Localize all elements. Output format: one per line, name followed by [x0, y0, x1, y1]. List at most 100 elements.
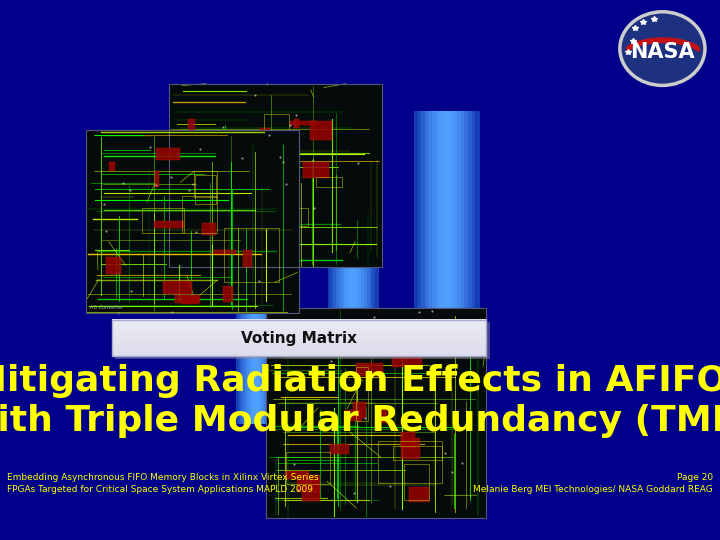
Bar [336, 165, 340, 424]
Bar [461, 111, 465, 424]
Text: Mitigating Radiation Effects in AFIFOs: Mitigating Radiation Effects in AFIFOs [0, 364, 720, 397]
Bar [286, 453, 330, 484]
Bar [243, 251, 252, 267]
Bar [339, 165, 342, 424]
Bar [354, 402, 366, 418]
Bar [302, 480, 320, 501]
Text: AD Converter: AD Converter [90, 305, 123, 310]
Bar [223, 286, 233, 302]
Bar [112, 346, 486, 348]
Bar [169, 84, 382, 267]
Bar [294, 119, 300, 128]
Bar [297, 475, 320, 492]
Bar [268, 208, 307, 226]
Bar [269, 219, 271, 424]
Bar [112, 319, 486, 321]
Bar [112, 340, 486, 342]
Bar [112, 339, 486, 341]
Bar [109, 162, 115, 171]
Bar [356, 363, 383, 376]
Bar [472, 111, 476, 424]
Bar [345, 410, 361, 421]
Bar [265, 179, 293, 204]
Bar [245, 219, 248, 424]
Bar [414, 111, 418, 424]
Bar [350, 165, 354, 424]
Bar [112, 348, 486, 350]
Bar [107, 257, 121, 274]
Bar [233, 220, 245, 238]
Bar [454, 111, 458, 424]
Bar [443, 111, 447, 424]
Text: with Triple Modular Redundancy (TMR): with Triple Modular Redundancy (TMR) [0, 404, 720, 438]
Bar [450, 111, 454, 424]
Bar [240, 219, 243, 424]
Bar [156, 148, 180, 160]
Bar [238, 219, 241, 424]
Bar [112, 327, 486, 328]
Bar [439, 111, 444, 424]
Bar [401, 433, 415, 448]
Bar [112, 352, 486, 354]
Bar [418, 111, 422, 424]
Bar [425, 111, 429, 424]
Bar [112, 329, 486, 330]
Circle shape [621, 12, 704, 85]
Bar [359, 165, 362, 424]
Bar [175, 295, 200, 303]
Bar [112, 355, 486, 356]
Bar [310, 122, 332, 139]
Bar [112, 335, 486, 337]
Bar [347, 165, 351, 424]
Bar [421, 111, 426, 424]
Bar [375, 165, 379, 424]
Bar [401, 438, 420, 459]
Bar [270, 161, 278, 174]
Circle shape [620, 12, 705, 85]
Bar [112, 334, 486, 335]
Bar [271, 219, 274, 424]
Bar [112, 351, 486, 353]
Bar [112, 330, 486, 332]
Bar [262, 219, 265, 424]
Bar [255, 260, 270, 267]
Bar [112, 343, 486, 346]
Bar [353, 165, 356, 424]
Bar [112, 347, 486, 349]
Bar [378, 441, 442, 483]
Bar [285, 471, 309, 480]
Bar [266, 308, 486, 518]
Bar [251, 219, 254, 424]
Bar [264, 114, 289, 150]
Bar [410, 487, 429, 502]
Bar [366, 165, 370, 424]
Bar [361, 165, 365, 424]
Bar [266, 219, 269, 424]
Bar [344, 165, 348, 424]
Bar [142, 208, 184, 233]
Bar [261, 127, 270, 144]
Bar [475, 111, 480, 424]
Bar [181, 296, 197, 304]
Text: Voting Matrix: Voting Matrix [240, 330, 357, 346]
Bar [436, 111, 440, 424]
Bar [333, 165, 337, 424]
Bar [112, 320, 486, 322]
Bar [356, 367, 368, 421]
Bar [264, 219, 267, 424]
Bar [468, 111, 472, 424]
Bar [356, 165, 359, 424]
Bar [316, 177, 342, 187]
Text: Embedding Asynchronous FIFO Memory Blocks in Xilinx Virtex Series
FPGAs Targeted: Embedding Asynchronous FIFO Memory Block… [7, 473, 319, 494]
Bar [256, 219, 258, 424]
Bar [112, 328, 486, 329]
Bar [112, 353, 486, 355]
Bar [86, 130, 299, 313]
Bar [372, 165, 376, 424]
Bar [464, 111, 469, 424]
Bar [247, 219, 250, 424]
Bar [266, 308, 486, 518]
Text: Page 20
Melanie Berg MEI Technologies/ NASA Goddard REAG: Page 20 Melanie Berg MEI Technologies/ N… [473, 473, 713, 494]
Bar [253, 219, 256, 424]
Bar [303, 163, 328, 178]
